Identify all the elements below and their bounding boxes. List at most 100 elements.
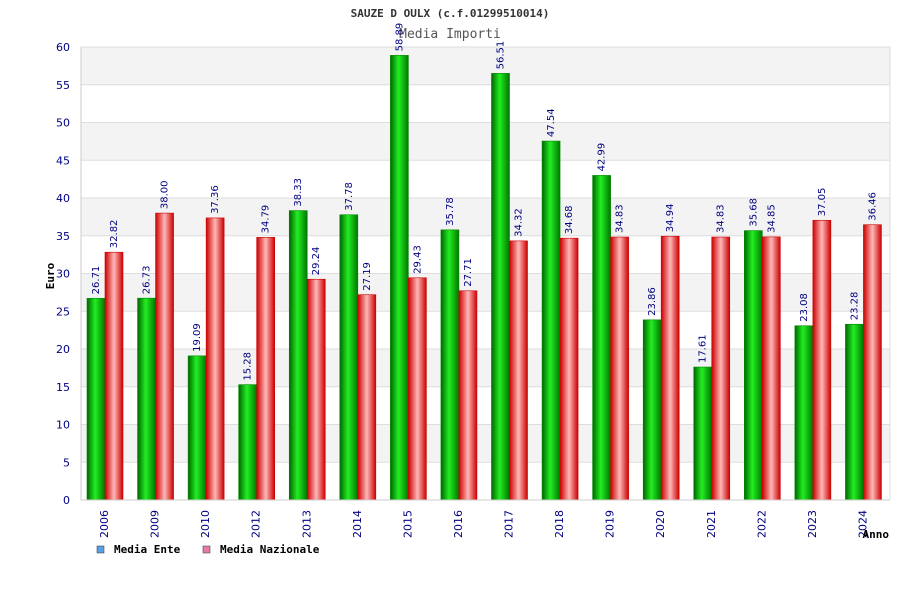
legend-swatch-media-ente <box>96 545 105 554</box>
bar <box>642 319 662 501</box>
chart-subtitle: Media Importi <box>399 27 501 42</box>
x-tick-label: 2015 <box>401 510 414 538</box>
legend: Media Ente Media Nazionale <box>96 543 320 556</box>
grid-band <box>81 122 890 161</box>
value-label: 27.19 <box>362 262 373 291</box>
bar <box>592 175 611 501</box>
x-tick-label: 2010 <box>199 510 212 538</box>
bar <box>744 230 763 501</box>
y-tick-label: 40 <box>56 192 70 205</box>
bar <box>610 236 629 501</box>
y-tick-label: 10 <box>56 419 70 432</box>
value-label: 23.08 <box>799 293 810 322</box>
y-tick-label: 50 <box>56 117 70 130</box>
x-tick-label: 2013 <box>300 510 313 538</box>
value-label: 42.99 <box>597 143 608 172</box>
bar <box>762 236 781 501</box>
value-label: 26.71 <box>91 266 102 295</box>
value-label: 34.79 <box>261 205 272 234</box>
value-label: 56.51 <box>496 41 507 70</box>
x-tick-label: 2006 <box>98 510 111 538</box>
bar <box>357 294 377 501</box>
x-tick-label: 2009 <box>149 510 162 538</box>
x-tick-label: 2017 <box>503 510 516 538</box>
legend-swatch-media-nazionale <box>202 545 211 554</box>
bar <box>155 212 174 501</box>
bar <box>306 278 326 501</box>
x-tick-labels: 2006 2009 2010 2012 2013 2014 2015 2016 2017 2018… <box>98 510 869 538</box>
x-axis-label: Anno <box>863 528 890 541</box>
value-label: 38.00 <box>160 180 171 209</box>
bar <box>339 214 359 501</box>
y-tick-label: 25 <box>56 305 70 318</box>
bar <box>559 237 579 501</box>
x-tick-label: 2016 <box>452 510 465 538</box>
value-label: 23.28 <box>849 292 860 321</box>
value-label: 19.09 <box>192 323 203 352</box>
value-label: 29.24 <box>311 247 322 276</box>
axes <box>80 47 891 501</box>
x-tick-label: 2024 <box>856 510 869 538</box>
value-label: 27.71 <box>463 258 474 287</box>
y-tick-label: 35 <box>56 230 70 243</box>
value-label: 34.32 <box>514 208 525 237</box>
value-label: 34.83 <box>716 204 727 233</box>
legend-label-media-ente: Media Ente <box>114 543 181 556</box>
value-label: 38.33 <box>293 178 304 207</box>
value-label: 58.89 <box>394 23 405 52</box>
bar <box>794 325 814 501</box>
bar <box>137 297 156 501</box>
bar <box>693 366 713 501</box>
bar <box>288 210 308 501</box>
y-tick-label: 5 <box>63 456 70 469</box>
bar <box>541 140 561 501</box>
x-tick-label: 2018 <box>553 510 566 538</box>
bar <box>238 384 257 501</box>
value-label: 26.73 <box>142 266 153 295</box>
bar <box>187 355 207 501</box>
x-tick-label: 2019 <box>604 510 617 538</box>
x-tick-label: 2012 <box>250 510 263 538</box>
value-label: 17.61 <box>698 334 709 363</box>
bar <box>711 236 731 501</box>
chart-title: SAUZE D OULX (c.f.01299510014) <box>351 7 550 20</box>
bar <box>205 217 225 501</box>
x-tick-label: 2022 <box>755 510 768 538</box>
bars <box>86 55 882 501</box>
y-tick-label: 0 <box>63 494 70 507</box>
value-label: 35.78 <box>445 197 456 226</box>
bar <box>104 251 124 501</box>
value-label: 23.86 <box>647 287 658 316</box>
value-label: 34.83 <box>615 204 626 233</box>
value-label: 32.82 <box>109 220 120 249</box>
y-tick-label: 55 <box>56 79 70 92</box>
bar <box>256 237 275 501</box>
value-label: 37.78 <box>344 182 355 211</box>
value-label: 29.43 <box>412 245 423 274</box>
value-label: 15.28 <box>243 352 254 381</box>
bar <box>440 229 460 501</box>
bar <box>491 73 510 501</box>
bar <box>509 240 528 501</box>
value-label: 34.94 <box>665 204 676 233</box>
y-axis-label: Euro <box>44 262 57 289</box>
value-labels: 26.71 32.82 26.73 38.00 19.09 37.36 15.28 34.79… <box>91 23 878 381</box>
x-tick-label: 2023 <box>806 510 819 538</box>
y-tick-label: 15 <box>56 381 70 394</box>
y-tick-labels: 0 5 10 15 20 25 30 35 40 45 50 55 60 <box>56 41 70 507</box>
x-tick-label: 2020 <box>654 510 667 538</box>
bar <box>660 235 680 501</box>
y-tick-label: 30 <box>56 268 70 281</box>
bar <box>390 55 409 501</box>
bar <box>863 224 882 501</box>
grid-band <box>81 47 890 85</box>
bar <box>812 219 832 501</box>
value-label: 37.36 <box>210 185 221 214</box>
value-label: 34.85 <box>766 204 777 233</box>
bar <box>408 277 427 501</box>
y-tick-label: 60 <box>56 41 70 54</box>
value-label: 36.46 <box>867 192 878 221</box>
y-tick-label: 20 <box>56 343 70 356</box>
x-tick-label: 2014 <box>351 510 364 538</box>
